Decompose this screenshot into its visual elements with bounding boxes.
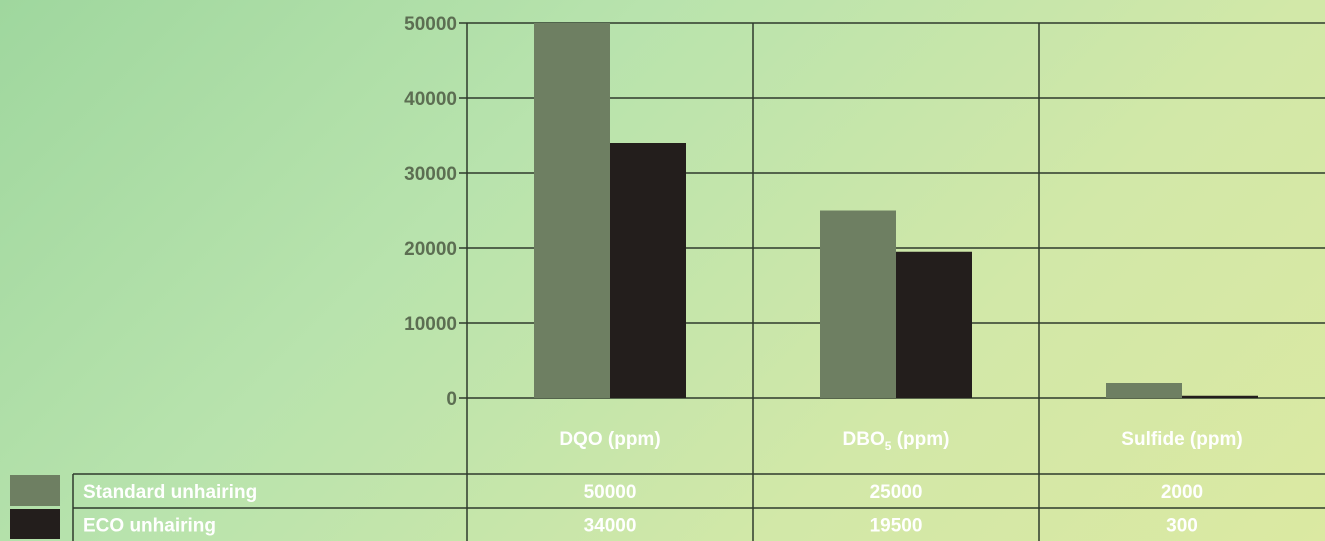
table-cell-value: 2000 — [1161, 482, 1203, 503]
y-tick-label: 30000 — [404, 164, 457, 185]
category-label: Sulfide (ppm) — [1121, 429, 1242, 450]
table-cell-value: 300 — [1166, 516, 1198, 537]
table-cell-value: 25000 — [870, 482, 923, 503]
legend-swatch-0 — [10, 475, 60, 506]
y-tick-label: 50000 — [404, 14, 457, 35]
y-tick-label: 40000 — [404, 89, 457, 110]
legend-label: Standard unhairing — [83, 482, 257, 503]
category-label: DQO (ppm) — [559, 429, 660, 450]
table-cell-value: 50000 — [584, 482, 637, 503]
table-cell-value: 19500 — [870, 516, 923, 537]
table-cell-value: 34000 — [584, 516, 637, 537]
bar-1-2 — [1182, 395, 1258, 398]
category-label: DBO5 (ppm) — [843, 429, 950, 453]
y-tick-label: 0 — [446, 389, 457, 410]
category-labels: DQO (ppm) DBO5 (ppm) Sulfide (ppm) — [559, 429, 1242, 453]
legend-swatch-1 — [10, 509, 60, 539]
bar-0-1 — [820, 210, 896, 398]
bar-0-2 — [1106, 383, 1182, 398]
y-tick-label: 10000 — [404, 314, 457, 335]
bar-0-0 — [534, 23, 610, 398]
bar-1-0 — [610, 143, 686, 398]
y-axis-ticks: 0 10000 20000 30000 40000 50000 — [404, 14, 457, 410]
data-table: Standard unhairing 50000 25000 2000 ECO unha… — [10, 473, 1325, 541]
bars — [534, 23, 1258, 398]
y-tick-label: 20000 — [404, 239, 457, 260]
bar-1-1 — [896, 251, 972, 398]
legend-label: ECO unhairing — [83, 516, 216, 537]
